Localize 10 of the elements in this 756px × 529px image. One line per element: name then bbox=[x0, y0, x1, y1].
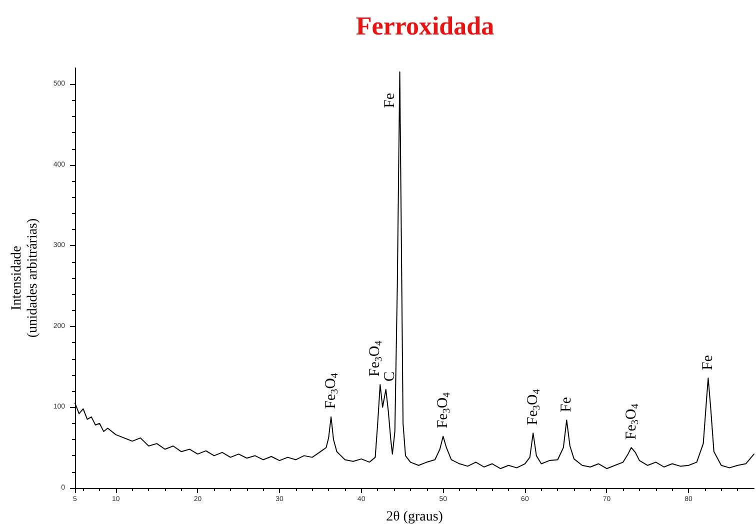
annotation: Fe3O4 bbox=[435, 392, 453, 428]
annotation: Fe3O4 bbox=[525, 389, 543, 426]
annotation: Fe bbox=[700, 354, 716, 370]
annotation: Fe3O4 bbox=[323, 373, 341, 409]
annotation: Fe bbox=[558, 396, 575, 412]
chart-title: Ferroxidada bbox=[356, 12, 494, 40]
annotation: Fe3O4 bbox=[623, 404, 641, 440]
annotation: Fe bbox=[382, 92, 398, 108]
x-axis-title: 2θ (graus) bbox=[386, 510, 444, 524]
y-axis-title: Intensidade (unidades arbitrárias) bbox=[10, 218, 40, 338]
